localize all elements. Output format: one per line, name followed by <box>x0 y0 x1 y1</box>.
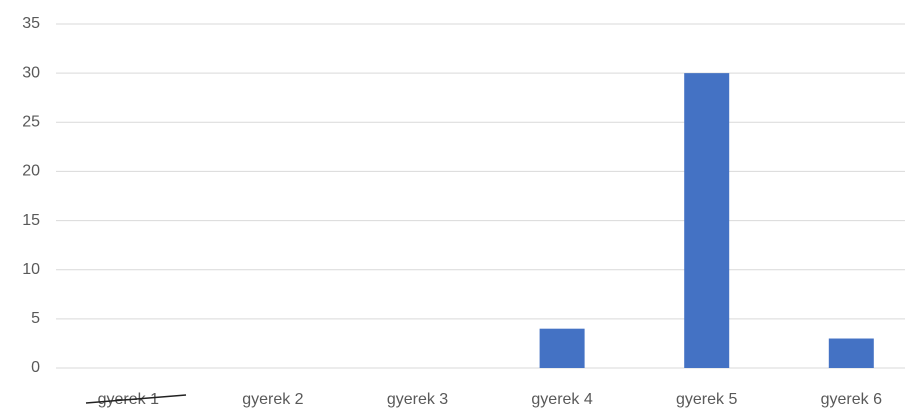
x-tick-label: gyerek 3 <box>387 391 448 408</box>
y-tick-label: 30 <box>22 64 40 81</box>
y-tick-label: 25 <box>22 114 40 131</box>
x-tick-label: gyerek 6 <box>821 391 882 408</box>
bar <box>684 73 730 369</box>
bar <box>828 338 874 368</box>
y-tick-label: 5 <box>31 310 40 327</box>
y-tick-label: 35 <box>22 15 40 32</box>
bar <box>539 328 585 368</box>
y-tick-label: 15 <box>22 212 40 229</box>
x-tick-label: gyerek 4 <box>531 391 592 408</box>
x-tick-label: gyerek 5 <box>676 391 737 408</box>
x-tick-label: gyerek 2 <box>242 391 303 408</box>
y-tick-label: 10 <box>22 261 40 278</box>
y-tick-label: 20 <box>22 163 40 180</box>
y-tick-label: 0 <box>31 359 40 376</box>
strike-mark <box>85 394 187 404</box>
